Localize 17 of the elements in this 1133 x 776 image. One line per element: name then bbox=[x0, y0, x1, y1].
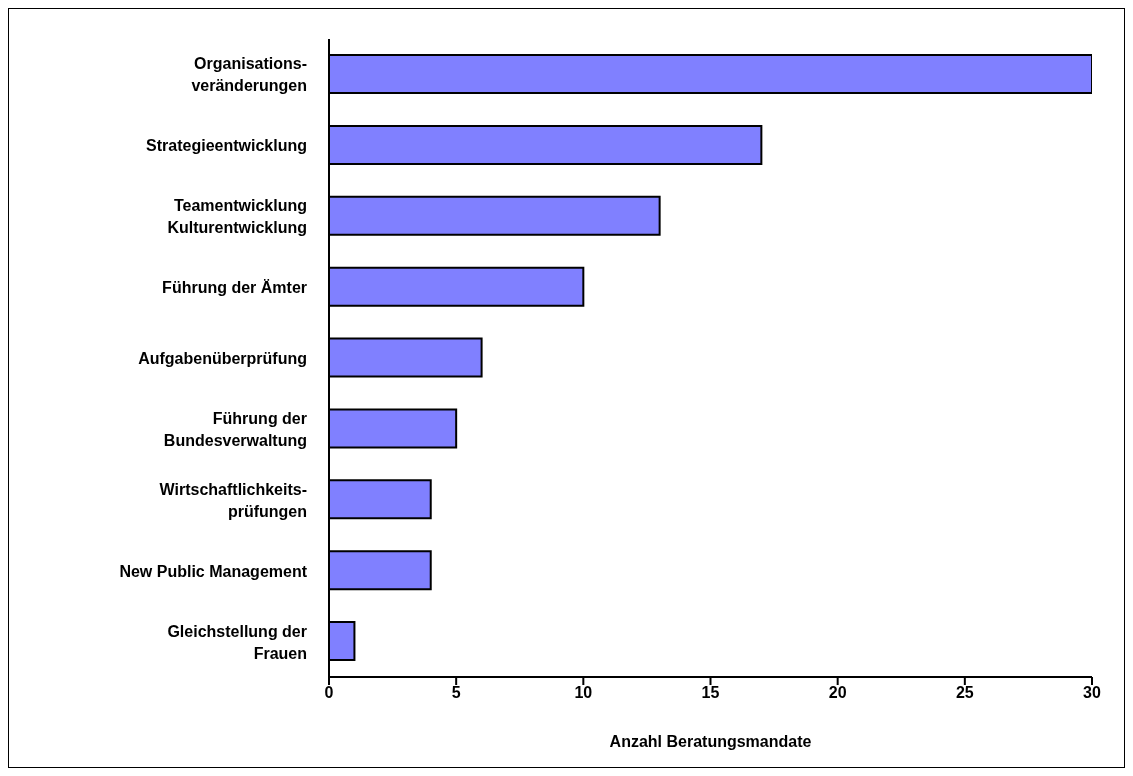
x-axis-title: Anzahl Beratungsmandate bbox=[609, 733, 812, 750]
y-tick-label: Führung der Ämter bbox=[162, 278, 307, 296]
y-tick-label: Organisations- veränderungen bbox=[191, 54, 307, 94]
y-tick-label: New Public Management bbox=[119, 562, 308, 580]
y-tick-label: Strategieentwicklung bbox=[146, 136, 307, 154]
y-tick-label: Aufgabenüberprüfung bbox=[138, 349, 307, 367]
y-tick-label: Teamentwicklung Kulturentwicklung bbox=[167, 196, 307, 236]
y-tick-label: Führung der Bundesverwaltung bbox=[163, 409, 307, 449]
x-tick-label: 30 bbox=[1083, 684, 1101, 702]
x-tick-label: 25 bbox=[955, 684, 974, 702]
x-tick-label: 5 bbox=[451, 684, 461, 702]
x-tick-label: 15 bbox=[701, 684, 720, 702]
x-tick-label: 20 bbox=[828, 684, 847, 702]
x-tick-label: 0 bbox=[324, 684, 334, 702]
y-tick-label: Wirtschaftlichkeits- prüfungen bbox=[159, 480, 307, 520]
x-tick-label: 10 bbox=[574, 684, 593, 702]
y-tick-label: Gleichstellung der Frauen bbox=[167, 622, 307, 662]
